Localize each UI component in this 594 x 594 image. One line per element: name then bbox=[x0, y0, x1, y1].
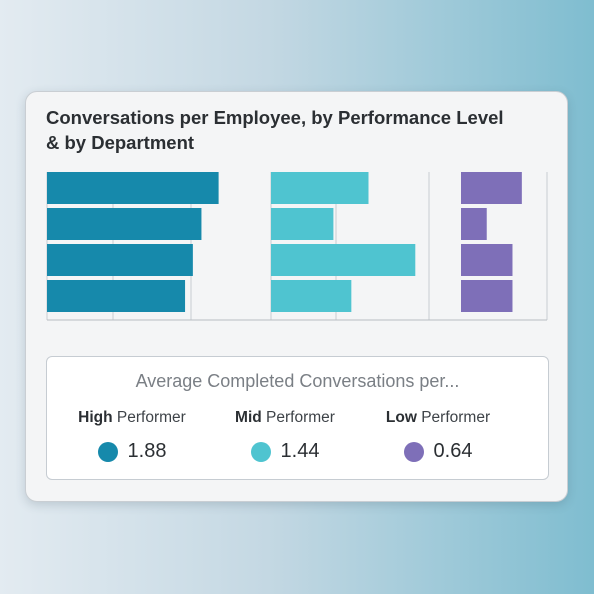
legend-swatch-high bbox=[97, 441, 118, 462]
legend-suffix-high: Performer bbox=[116, 409, 186, 426]
legend-value-mid: 1.44 bbox=[280, 440, 320, 462]
legend-title: Average Completed Conversations per... bbox=[135, 371, 460, 391]
chart-title: Conversations per Employee, by Performan… bbox=[46, 107, 504, 153]
legend-item-low: Low Performer 0.64 bbox=[353, 409, 523, 463]
bar-mid-3 bbox=[271, 244, 416, 276]
legend-label-low: Low Performer bbox=[353, 409, 523, 427]
bar-mid-1 bbox=[271, 172, 369, 204]
legend-suffix-mid: Performer bbox=[266, 409, 335, 426]
legend-panel: Average Completed Conversations per... H… bbox=[46, 356, 549, 480]
chart-card: Conversations per Employee, by Performan… bbox=[25, 91, 568, 502]
legend-item-high: High Performer 1.88 bbox=[47, 409, 217, 463]
legend-suffix-low: Performer bbox=[421, 409, 491, 426]
bar-mid-4 bbox=[271, 280, 352, 312]
legend-swatch-low bbox=[403, 441, 424, 462]
bar-high-3 bbox=[47, 244, 193, 276]
bar-high-2 bbox=[47, 208, 202, 240]
legend-value-low: 0.64 bbox=[433, 440, 473, 462]
bar-high-4 bbox=[47, 280, 186, 312]
bar-high-1 bbox=[47, 172, 219, 204]
bar-low-1 bbox=[461, 172, 522, 204]
legend-swatch-mid bbox=[250, 441, 271, 462]
legend-label-high: High Performer bbox=[47, 409, 217, 427]
legend-label-mid: Mid Performer bbox=[200, 409, 370, 427]
bar-mid-2 bbox=[271, 208, 334, 240]
legend-level-high: High bbox=[78, 409, 113, 426]
legend-level-low: Low bbox=[385, 409, 417, 426]
bar-low-3 bbox=[461, 244, 513, 276]
legend-level-mid: Mid bbox=[235, 409, 262, 426]
bar-chart bbox=[46, 172, 548, 321]
legend-item-mid: Mid Performer 1.44 bbox=[200, 409, 370, 463]
bar-low-4 bbox=[461, 280, 513, 312]
legend-value-high: 1.88 bbox=[127, 440, 167, 462]
bar-low-2 bbox=[461, 208, 487, 240]
